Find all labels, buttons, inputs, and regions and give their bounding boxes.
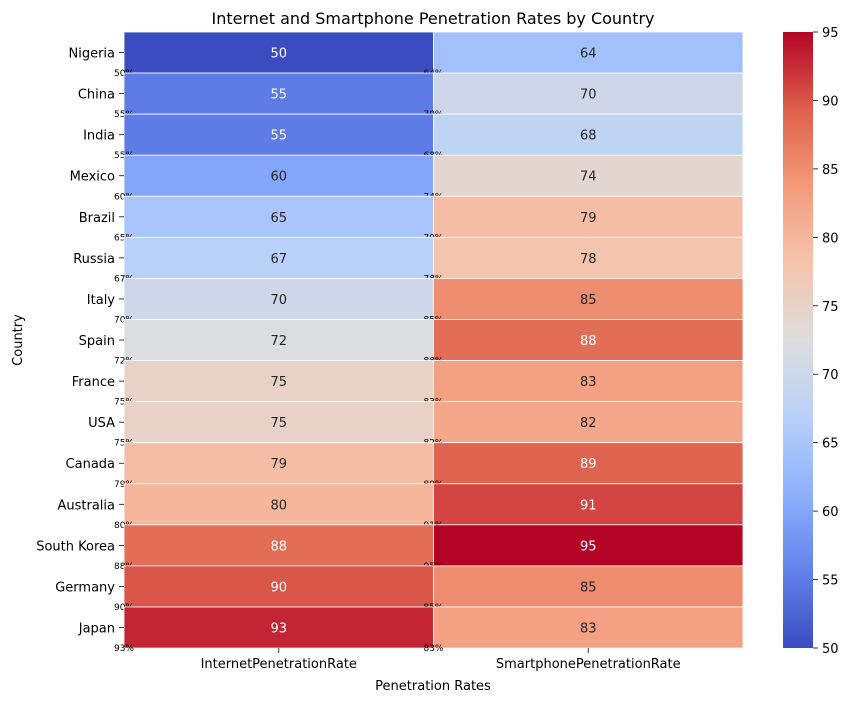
x-axis-label: Penetration Rates	[375, 679, 491, 694]
heatmap-cell	[123, 360, 434, 403]
cell-value-label: 55	[270, 88, 287, 103]
row-label: Australia	[57, 498, 115, 513]
cell-value-label: 60	[270, 170, 287, 185]
cell-value-label: 85	[580, 293, 597, 308]
cell-value-label: 88	[270, 539, 287, 554]
colorbar-tick-label: 65	[822, 437, 839, 452]
heatmap-cell	[123, 154, 434, 197]
heatmap-cell	[433, 319, 744, 361]
heatmap-cell	[433, 442, 744, 485]
colorbar-tick-label: 55	[822, 574, 839, 589]
cell-percent-annotation: 83%	[423, 644, 443, 654]
cell-value-label: 75	[270, 416, 287, 431]
cell-value-label: 93	[270, 622, 287, 637]
cell-value-label: 88	[580, 334, 597, 349]
cell-value-label: 91	[580, 498, 597, 513]
cell-value-label: 90	[270, 580, 287, 595]
heatmap-cell	[433, 72, 744, 115]
heatmap-cell	[433, 401, 744, 444]
colorbar-tick-label: 95	[822, 26, 839, 41]
heatmap-cell	[433, 524, 744, 567]
row-label: South Korea	[36, 539, 115, 554]
chart-title: Internet and Smartphone Penetration Rate…	[211, 9, 654, 28]
cell-value-label: 78	[580, 252, 597, 267]
row-label: Russia	[73, 252, 115, 267]
cell-value-label: 72	[270, 334, 287, 349]
column-label: SmartphonePenetrationRate	[496, 657, 681, 672]
cell-value-label: 55	[270, 129, 287, 144]
row-label: Germany	[55, 580, 115, 595]
row-label: Brazil	[79, 211, 115, 226]
cell-value-label: 67	[270, 252, 287, 267]
colorbar: 50 55 60 65 70 75 80 85 90 95	[783, 26, 839, 657]
heatmap-cell	[433, 565, 744, 608]
y-axis-label: Country	[11, 314, 26, 366]
colorbar-tick-label: 75	[822, 300, 839, 315]
cell-value-label: 89	[580, 457, 597, 472]
cell-value-label: 70	[270, 293, 287, 308]
heatmap-cell	[433, 236, 744, 279]
colorbar-tick-label: 90	[822, 94, 839, 109]
heatmap-cell	[123, 442, 434, 485]
heatmap-cells: 5050%6464%5555%7070%5555%6868%6060%7474%…	[114, 31, 744, 654]
cell-percent-annotation: 93%	[114, 644, 134, 654]
cell-value-label: 50	[270, 47, 287, 62]
cell-value-label: 64	[580, 47, 597, 62]
colorbar-tick-label: 60	[822, 505, 839, 520]
colorbar-tick-label: 70	[822, 368, 839, 383]
column-label: InternetPenetrationRate	[201, 657, 357, 672]
colorbar-gradient	[783, 32, 813, 648]
row-label: Japan	[78, 622, 115, 637]
heatmap-cell	[433, 31, 744, 74]
row-label: Nigeria	[68, 47, 115, 62]
row-label: Italy	[87, 293, 116, 308]
row-label: Canada	[66, 457, 115, 472]
row-label: Spain	[79, 334, 115, 349]
cell-value-label: 79	[270, 457, 287, 472]
heatmap-cell	[433, 154, 744, 197]
cell-value-label: 82	[580, 416, 597, 431]
colorbar-tick-label: 50	[822, 642, 839, 657]
heatmap-cell	[123, 319, 434, 361]
column-labels: InternetPenetrationRate SmartphonePenetra…	[201, 648, 681, 672]
heatmap-cell	[433, 113, 744, 156]
colorbar-ticks: 50 55 60 65 70 75 80 85 90 95	[813, 26, 839, 657]
row-labels: Nigeria China India Mexico Brazil Russia Italy…	[36, 47, 124, 637]
heatmap-cell	[433, 195, 744, 238]
colorbar-tick-label: 80	[822, 231, 839, 246]
heatmap-cell	[123, 565, 434, 608]
cell-value-label: 83	[580, 622, 597, 637]
heatmap-cell	[123, 483, 434, 526]
cell-value-label: 75	[270, 375, 287, 390]
row-label: USA	[88, 416, 115, 431]
cell-value-label: 68	[580, 129, 597, 144]
cell-value-label: 79	[580, 211, 597, 226]
cell-value-label: 95	[580, 539, 597, 554]
heatmap-cell	[433, 606, 744, 649]
row-label: India	[83, 129, 115, 144]
heatmap-cell	[123, 236, 434, 279]
colorbar-tick-label: 85	[822, 163, 839, 178]
cell-value-label: 74	[580, 170, 597, 185]
row-label: Mexico	[70, 170, 115, 185]
cell-value-label: 83	[580, 375, 597, 390]
heatmap-cell	[123, 195, 434, 238]
row-label: China	[78, 88, 115, 103]
cell-value-label: 80	[270, 498, 287, 513]
cell-value-label: 65	[270, 211, 287, 226]
heatmap-cell	[123, 524, 434, 567]
heatmap-cell	[433, 278, 744, 320]
heatmap-cell	[433, 483, 744, 526]
cell-value-label: 85	[580, 580, 597, 595]
row-label: France	[72, 375, 115, 390]
cell-value-label: 70	[580, 88, 597, 103]
heatmap-cell	[123, 31, 434, 74]
